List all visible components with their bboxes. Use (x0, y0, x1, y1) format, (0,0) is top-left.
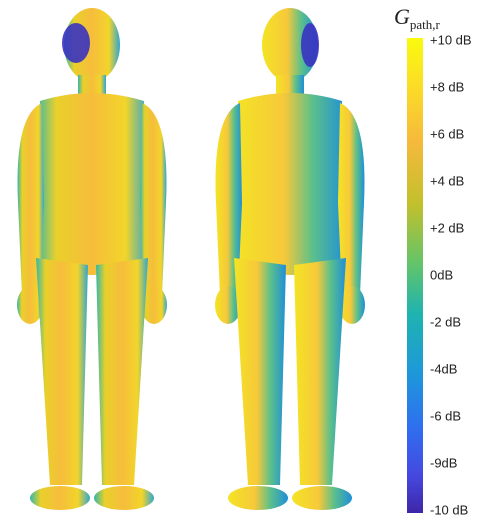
colorbar-label: -9dB (430, 455, 457, 470)
colorbar-title: Gpath,r (394, 4, 441, 32)
colorbar-label: +10 dB (430, 32, 472, 47)
face-patch (62, 23, 90, 63)
colorbar (407, 38, 423, 513)
colorbar-label: -4dB (430, 361, 457, 376)
body-right (215, 8, 365, 510)
colorbar-label: +8 dB (430, 79, 464, 94)
colorbar-label: -10 dB (430, 502, 468, 517)
title-main: G (394, 4, 410, 29)
colorbar-labels: +10 dB +8 dB +6 dB +4 dB +2 dB 0dB -2 dB -4dB -6… (430, 32, 472, 517)
head-patch (301, 23, 319, 67)
figure: Gpath,r +10 dB +8 dB +6 dB +4 dB +2 dB 0dB -2 … (0, 0, 485, 523)
colorbar-label: +4 dB (430, 173, 464, 188)
title-sub: path,r (410, 17, 441, 32)
colorbar-label: +2 dB (430, 220, 464, 235)
colorbar-label: 0dB (430, 267, 453, 282)
colorbar-label: -2 dB (430, 314, 461, 329)
figure-canvas: Gpath,r +10 dB +8 dB +6 dB +4 dB +2 dB 0dB -2 … (0, 0, 485, 523)
colorbar-label: -6 dB (430, 408, 461, 423)
body-left (17, 8, 167, 510)
colorbar-label: +6 dB (430, 126, 464, 141)
